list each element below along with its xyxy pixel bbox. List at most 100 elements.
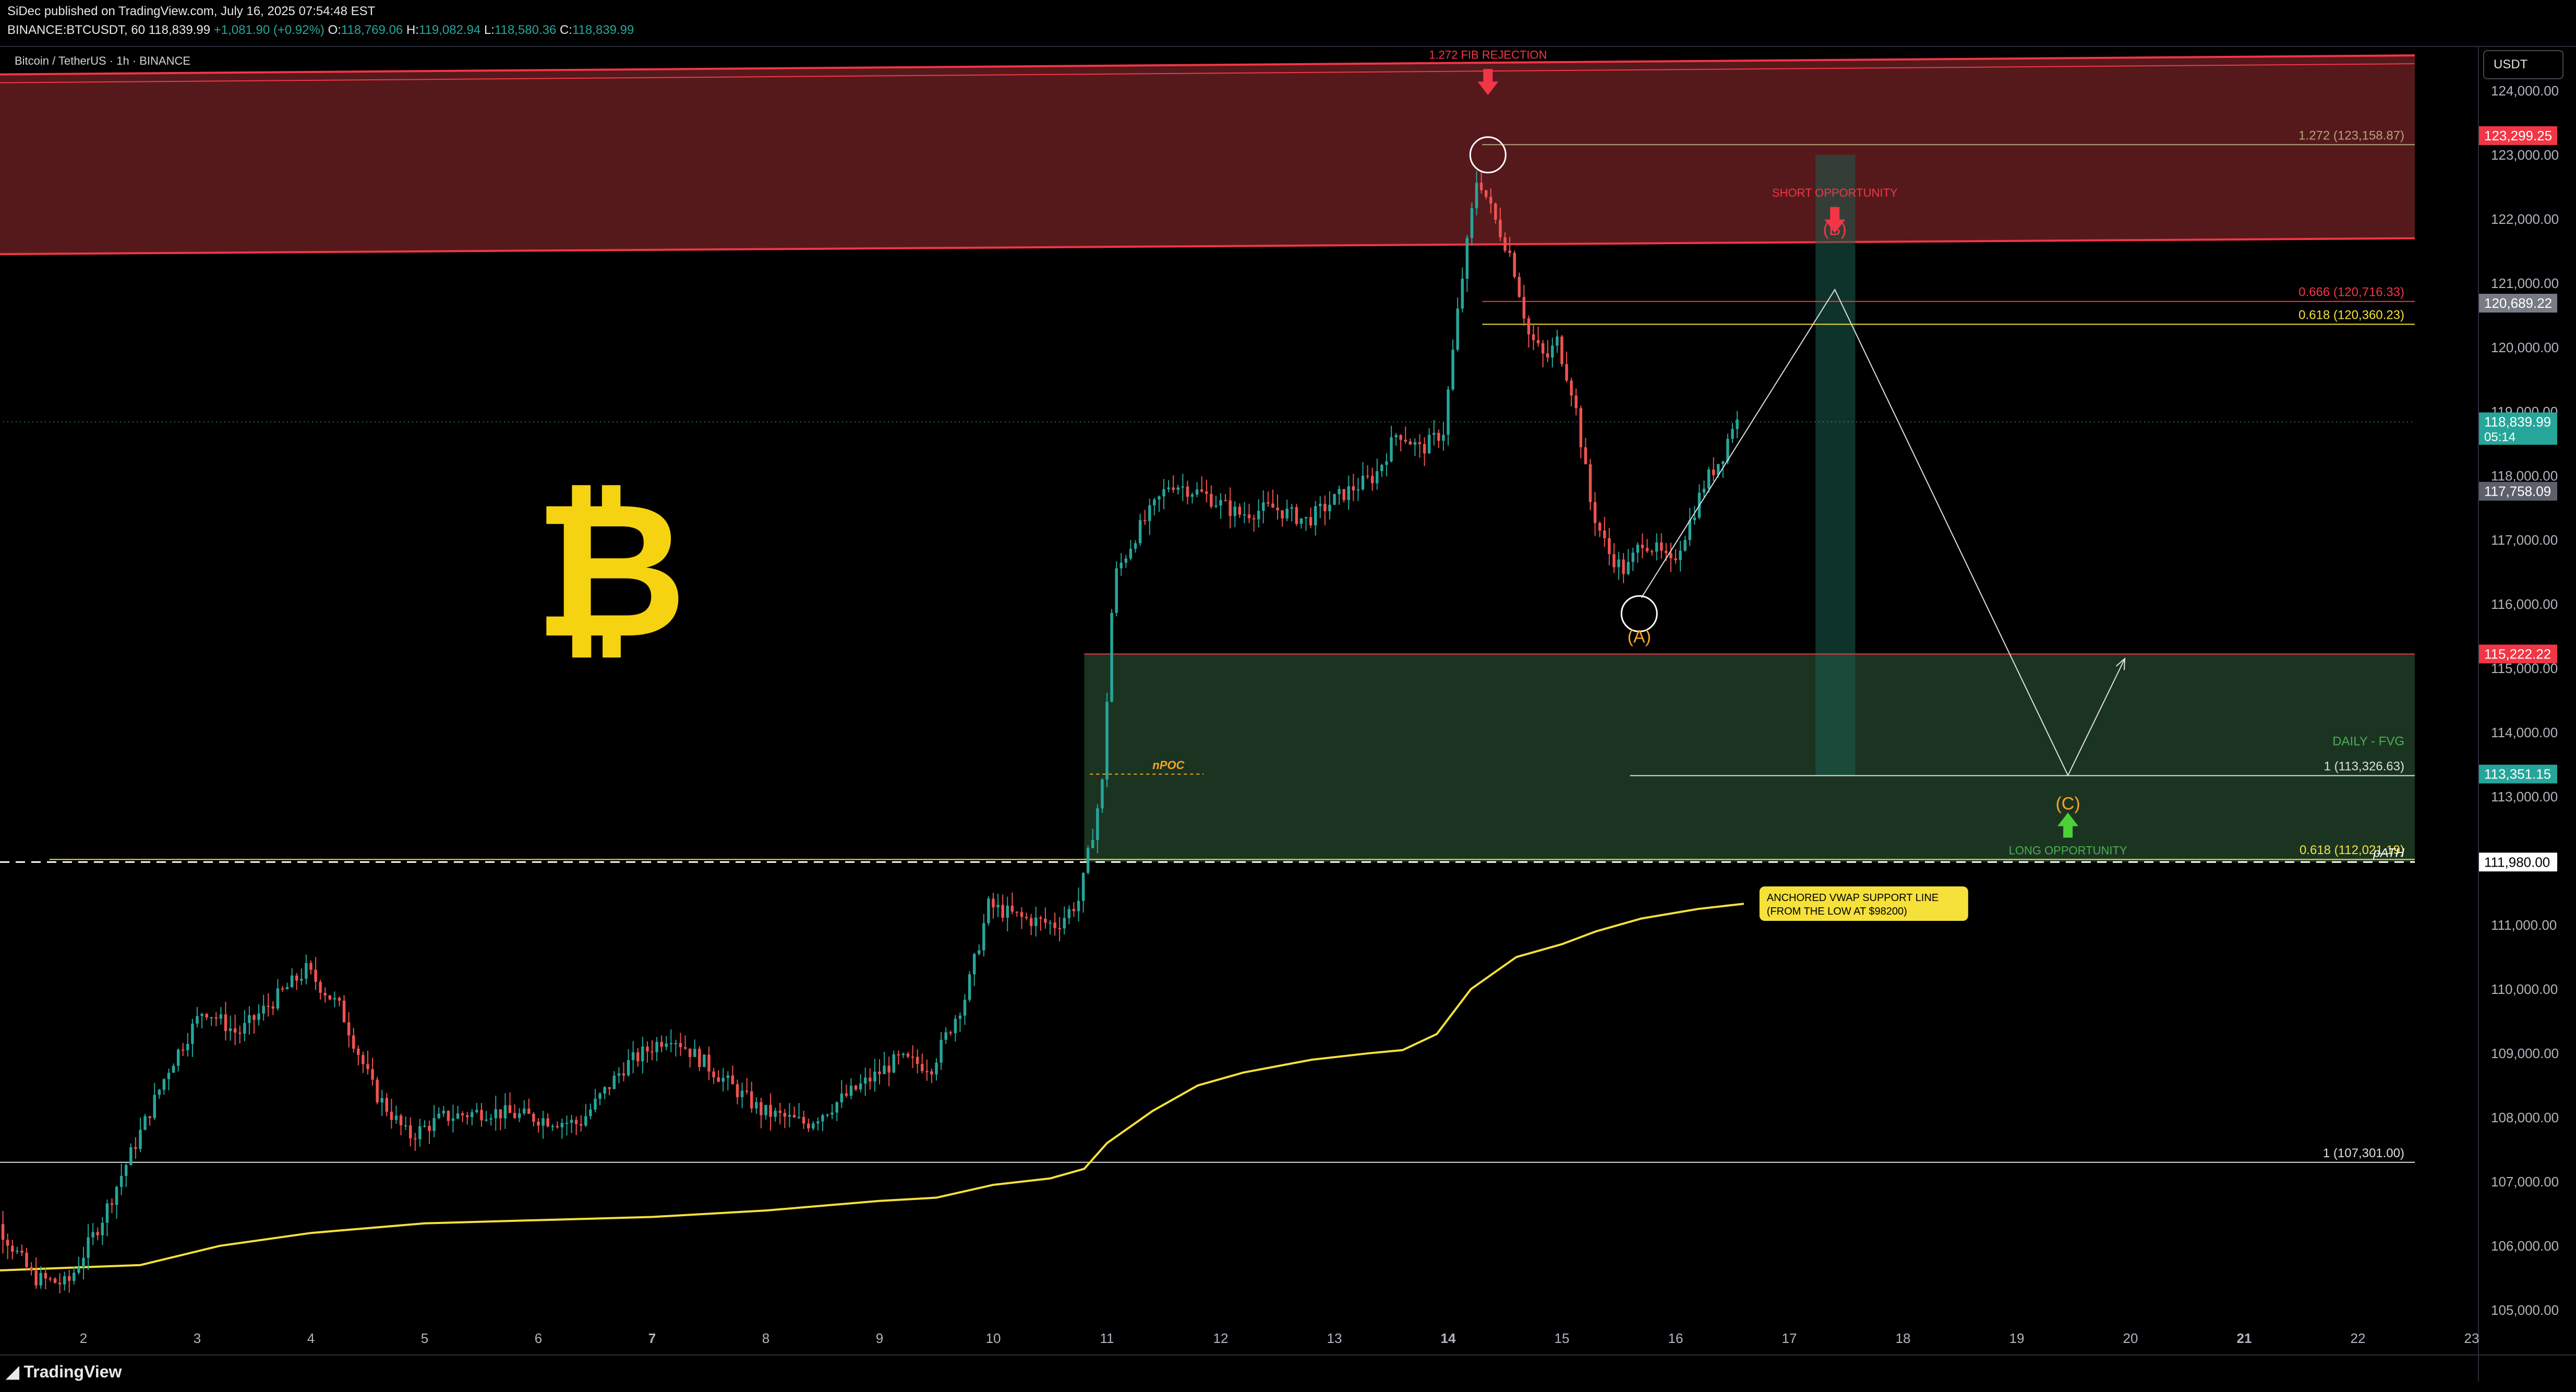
candle-body: [1186, 486, 1189, 497]
candle-body: [101, 1222, 104, 1235]
candle-body: [660, 1041, 663, 1047]
candle-body: [513, 1113, 516, 1118]
candle-body: [437, 1113, 440, 1118]
candle-body: [835, 1102, 838, 1113]
candle-body: [44, 1273, 47, 1279]
candle-body: [1437, 433, 1440, 441]
candle-body: [494, 1109, 497, 1119]
candle-body: [940, 1039, 943, 1063]
open-label: O:: [328, 23, 341, 37]
price-tag-box: [2479, 412, 2557, 445]
candle-body: [87, 1237, 90, 1258]
candle-body: [342, 1000, 346, 1023]
candle-body: [944, 1032, 947, 1040]
candle-body: [1518, 277, 1521, 297]
price-tag-box: [2479, 764, 2557, 784]
candle-body: [1134, 543, 1137, 549]
candle-body: [1276, 507, 1279, 511]
y-tick-label: 123,000.00: [2491, 147, 2559, 163]
price-tag-text: 120,689.22: [2484, 295, 2552, 311]
candle-body: [1148, 505, 1151, 521]
candle-body: [1475, 183, 1478, 209]
candle-body: [1650, 551, 1654, 553]
price-tag-countdown: 05:14: [2484, 430, 2515, 444]
candle-body: [1593, 502, 1597, 523]
candle-body: [1385, 461, 1388, 465]
candle-body: [598, 1094, 601, 1099]
level-label-fib-0618-high: 0.618 (120,360.23): [2298, 308, 2404, 322]
candle-body: [233, 1028, 237, 1033]
y-tick-label: 117,000.00: [2491, 532, 2558, 548]
price-tag-text: 117,758.09: [2484, 484, 2551, 499]
candle-body: [1039, 917, 1042, 919]
resistance-top-line-2: [0, 63, 2415, 83]
candle-body: [1063, 918, 1066, 929]
candle-body: [617, 1073, 621, 1076]
candle-body: [252, 1015, 256, 1020]
candle-body: [485, 1119, 488, 1121]
candle-body: [1243, 514, 1246, 515]
candle-body: [16, 1251, 19, 1252]
candle-body: [1290, 507, 1293, 509]
candle-body: [134, 1147, 137, 1149]
wave-label: (C): [2055, 794, 2080, 813]
publish-header: SiDec published on TradingView.com, July…: [0, 0, 2576, 42]
y-tick-label: 114,000.00: [2491, 725, 2558, 740]
candle-body: [1067, 909, 1071, 918]
candle-body: [755, 1102, 758, 1109]
candle-body: [1342, 489, 1345, 500]
candle-body: [1319, 503, 1322, 507]
candle-body: [73, 1273, 76, 1281]
candle-body: [712, 1071, 715, 1077]
candle-body: [238, 1033, 242, 1034]
candle-body: [1081, 872, 1085, 901]
candle-body: [305, 963, 308, 979]
candle-body: [821, 1115, 824, 1122]
candle-body: [276, 988, 280, 1009]
candle-body: [736, 1084, 739, 1097]
candle-body: [1499, 220, 1502, 237]
candle-body: [589, 1109, 592, 1117]
candle-body: [49, 1278, 52, 1280]
candle-body: [1588, 464, 1592, 502]
candle-body: [688, 1048, 692, 1057]
x-tick-label: 16: [1668, 1330, 1683, 1346]
resistance-zone: [0, 55, 2415, 255]
candle-body: [162, 1079, 166, 1090]
candle-body: [556, 1126, 559, 1127]
projection-path: [1641, 289, 2125, 777]
candle-body: [1181, 486, 1185, 488]
candle-body: [1200, 489, 1203, 492]
candle-body: [594, 1098, 597, 1110]
candle-body: [541, 1118, 545, 1126]
candle-body: [1153, 499, 1156, 506]
candle-body: [1370, 476, 1374, 484]
bitcoin-logo: ₿: [534, 461, 687, 680]
currency-button[interactable]: USDT: [2483, 50, 2563, 79]
candle-body: [551, 1126, 554, 1127]
resistance-top-line: [0, 54, 2415, 76]
candle-body: [182, 1049, 185, 1051]
annotation-3: LONG OPPORTUNITY: [2009, 844, 2127, 857]
candle-body: [745, 1090, 749, 1092]
candle-body: [390, 1111, 393, 1120]
candle-body: [1058, 928, 1061, 929]
candle-body: [788, 1114, 791, 1117]
x-tick-label: 8: [762, 1330, 769, 1346]
candles-layer: [1, 170, 1739, 1294]
zones-layer: DAILY - FVG: [0, 54, 2415, 862]
candle-body: [646, 1047, 649, 1052]
candle-body: [224, 1014, 227, 1031]
candle-body: [91, 1232, 94, 1238]
price-tag-text: 123,299.25: [2484, 128, 2552, 143]
candle-body: [1214, 505, 1218, 507]
candle-body: [1413, 442, 1417, 445]
candle-body: [760, 1102, 763, 1115]
candle-body: [1665, 550, 1668, 554]
candle-body: [129, 1147, 133, 1165]
candle-body: [1570, 380, 1573, 396]
candle-body: [612, 1075, 616, 1089]
candle-body: [285, 987, 289, 989]
candle-body: [11, 1245, 14, 1252]
